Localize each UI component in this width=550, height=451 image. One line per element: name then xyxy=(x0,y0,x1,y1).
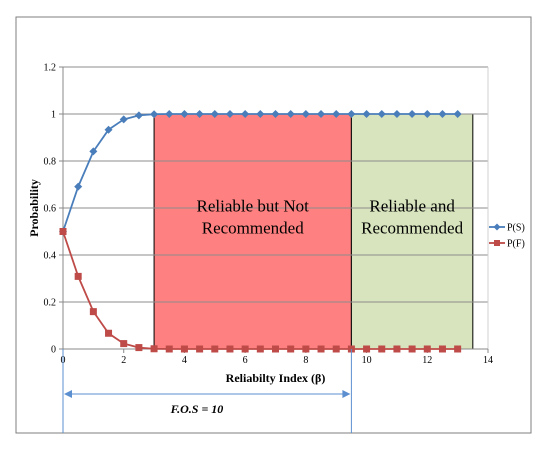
data-point xyxy=(241,345,249,353)
data-point xyxy=(454,345,462,353)
data-point xyxy=(59,228,67,235)
data-point xyxy=(317,345,325,353)
y-tick-label: 0.2 xyxy=(44,298,57,309)
x-tick-label: 14 xyxy=(483,355,493,366)
y-tick-label: 0.6 xyxy=(44,204,57,215)
x-tick-label: 10 xyxy=(362,355,372,366)
data-point xyxy=(332,345,340,353)
legend-marker xyxy=(493,223,501,231)
x-tick-label: 2 xyxy=(121,355,126,366)
data-point xyxy=(438,110,447,118)
fos-label: F.O.S = 10 xyxy=(170,402,224,416)
legend-marker xyxy=(494,240,500,246)
data-point xyxy=(271,110,280,118)
data-point xyxy=(392,110,401,118)
data-point xyxy=(272,345,279,353)
data-point xyxy=(256,110,265,118)
data-point xyxy=(287,345,295,353)
fos-arrow-left xyxy=(64,390,72,398)
region-1 xyxy=(153,113,352,350)
data-point xyxy=(196,345,204,353)
data-point xyxy=(241,110,250,118)
data-point xyxy=(165,345,173,353)
data-point xyxy=(180,345,188,353)
data-point xyxy=(393,345,401,353)
y-tick-label: 1 xyxy=(51,110,56,121)
data-point xyxy=(134,111,143,120)
data-point xyxy=(211,345,219,353)
data-point xyxy=(286,110,295,118)
data-point xyxy=(301,110,310,118)
data-point xyxy=(362,110,371,118)
data-point xyxy=(408,345,416,353)
x-tick-label: 4 xyxy=(182,355,187,366)
data-point xyxy=(332,110,341,118)
data-point xyxy=(150,345,158,353)
data-point xyxy=(408,110,417,118)
region-label: Recommended xyxy=(361,219,463,238)
y-tick-label: 0.4 xyxy=(44,251,57,262)
data-point xyxy=(363,345,371,353)
data-point xyxy=(120,340,128,348)
data-point xyxy=(347,110,356,118)
data-point xyxy=(105,329,113,337)
legend-label: P(S) xyxy=(507,223,525,234)
data-point xyxy=(378,345,386,353)
data-point xyxy=(256,345,264,353)
data-point xyxy=(89,308,97,316)
data-point xyxy=(195,110,204,118)
x-axis-title: Reliabilty Index (β) xyxy=(226,371,326,385)
data-point xyxy=(423,345,431,353)
data-point xyxy=(226,345,234,353)
data-point xyxy=(180,110,189,118)
fos-arrow-right xyxy=(342,390,351,398)
region-label: Reliable and xyxy=(369,197,455,216)
y-tick-label: 0.8 xyxy=(44,157,57,168)
legend-label: P(F) xyxy=(507,239,525,250)
data-point xyxy=(165,110,174,118)
region-label: Reliable but Not xyxy=(197,197,310,216)
region-label: Recommended xyxy=(202,219,304,238)
y-tick-label: 1.2 xyxy=(44,63,57,74)
data-point xyxy=(150,110,159,119)
data-point xyxy=(317,110,326,118)
data-point xyxy=(377,110,386,118)
data-point xyxy=(89,147,98,156)
data-point xyxy=(302,345,310,353)
y-tick-label: 0 xyxy=(51,345,56,356)
data-point xyxy=(104,125,113,134)
data-point xyxy=(74,182,83,191)
data-point xyxy=(74,272,82,280)
data-point xyxy=(423,110,432,118)
x-tick-label: 6 xyxy=(243,355,248,366)
y-axis-title: Probability xyxy=(27,179,41,237)
data-point xyxy=(135,344,143,352)
data-point xyxy=(225,110,234,118)
data-point xyxy=(453,110,462,118)
data-point xyxy=(119,115,128,124)
x-tick-label: 8 xyxy=(303,355,308,366)
x-tick-label: 12 xyxy=(422,355,432,366)
data-point xyxy=(438,345,446,353)
data-point xyxy=(210,110,219,118)
